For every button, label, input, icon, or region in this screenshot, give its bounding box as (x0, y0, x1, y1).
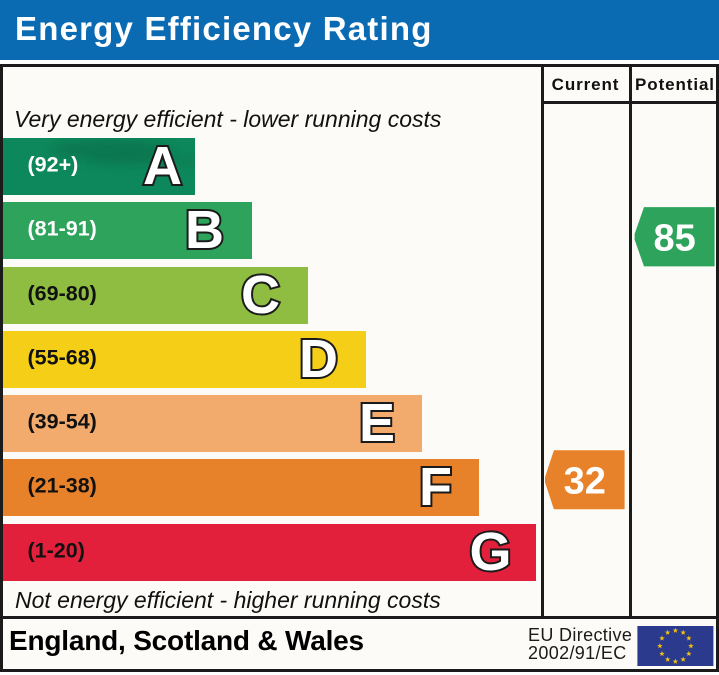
svg-text:85: 85 (653, 217, 695, 259)
svg-text:32: 32 (564, 461, 606, 503)
